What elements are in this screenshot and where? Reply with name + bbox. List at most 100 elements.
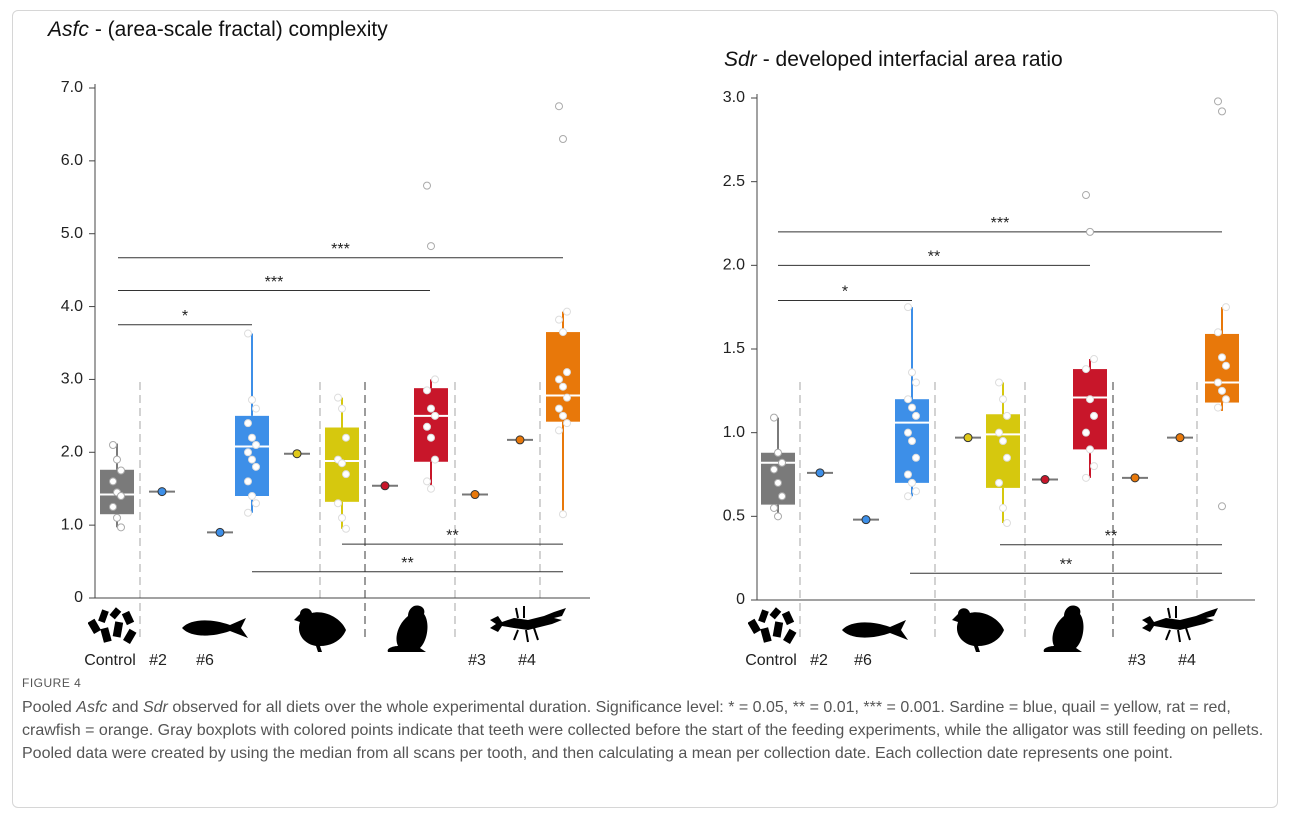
x-label: #6 (196, 652, 214, 669)
data-point (343, 525, 350, 532)
data-point (913, 488, 920, 495)
data-point (1087, 446, 1094, 453)
data-point (253, 405, 260, 412)
y-tick-label: 7.0 (61, 79, 83, 96)
mean-point (516, 436, 524, 444)
data-point (905, 493, 912, 500)
title-symbol: Sdr (724, 48, 758, 71)
data-point (1091, 412, 1098, 419)
icon-sardine (842, 620, 908, 640)
x-label: Control (84, 652, 136, 669)
icon-crawfish (1142, 606, 1218, 642)
data-point (996, 479, 1003, 486)
data-point (110, 478, 117, 485)
data-point (1215, 404, 1222, 411)
data-point (905, 471, 912, 478)
data-point (1000, 438, 1007, 445)
significance-label: *** (331, 241, 350, 258)
box (986, 414, 1020, 488)
data-point (1000, 504, 1007, 511)
x-label: #4 (518, 652, 536, 669)
figure: Asfc - (area-scale fractal) complexity Sd… (0, 0, 1290, 672)
y-tick-label: 2.0 (723, 257, 745, 274)
data-point (1215, 379, 1222, 386)
mean-point (1176, 434, 1184, 442)
mean-point (816, 469, 824, 477)
mean-point (1131, 474, 1139, 482)
data-point (1091, 463, 1098, 470)
mean-point (862, 516, 870, 524)
data-point (428, 405, 435, 412)
x-label: #2 (149, 652, 167, 669)
data-point (1215, 329, 1222, 336)
significance-label: * (182, 308, 188, 325)
data-point (564, 394, 571, 401)
data-point (1219, 503, 1226, 510)
caption-part: and (107, 699, 143, 716)
data-point (560, 136, 567, 143)
data-point (245, 330, 252, 337)
mean-point (158, 488, 166, 496)
data-point (428, 243, 435, 250)
y-tick-label: 6.0 (61, 152, 83, 169)
data-point (245, 420, 252, 427)
data-point (1223, 362, 1230, 369)
title-text: - (area-scale fractal) complexity (95, 18, 388, 41)
y-tick-label: 3.0 (61, 371, 83, 388)
significance-label: ** (446, 527, 458, 544)
data-point (335, 500, 342, 507)
icon-crawfish (490, 606, 566, 642)
data-point (335, 394, 342, 401)
significance-label: ** (928, 249, 940, 266)
data-point (114, 514, 121, 521)
title-text: - developed interfacial area ratio (763, 48, 1063, 71)
data-point (118, 493, 125, 500)
data-point (432, 376, 439, 383)
data-point (556, 405, 563, 412)
data-point (424, 478, 431, 485)
data-point (1087, 228, 1094, 235)
data-point (1087, 396, 1094, 403)
data-point (1219, 387, 1226, 394)
data-point (1219, 354, 1226, 361)
data-point (913, 454, 920, 461)
data-point (775, 479, 782, 486)
y-tick-label: 3.0 (723, 89, 745, 106)
data-point (771, 414, 778, 421)
box (1073, 369, 1107, 449)
y-tick-label: 0 (74, 589, 83, 606)
mean-point (216, 528, 224, 536)
data-point (1219, 108, 1226, 115)
data-point (913, 412, 920, 419)
data-point (905, 429, 912, 436)
data-point (1223, 304, 1230, 311)
data-point (249, 493, 256, 500)
title-symbol: Asfc (46, 18, 89, 41)
y-tick-label: 2.0 (61, 444, 83, 461)
data-point (560, 329, 567, 336)
significance-label: ** (1105, 528, 1117, 545)
data-point (339, 514, 346, 521)
x-label: #3 (1128, 652, 1146, 669)
y-tick-label: 0.5 (723, 508, 745, 525)
icon-quail (294, 608, 346, 652)
data-point (110, 503, 117, 510)
data-point (1004, 520, 1011, 527)
y-tick-label: 0 (736, 591, 745, 608)
x-label: #4 (1178, 652, 1196, 669)
box (761, 453, 795, 505)
chart-title: Asfc - (area-scale fractal) complexity (46, 18, 388, 41)
data-point (996, 379, 1003, 386)
icon-pellets (748, 607, 797, 644)
significance-label: * (842, 284, 848, 301)
y-tick-label: 1.5 (723, 340, 745, 357)
data-point (556, 316, 563, 323)
data-point (432, 412, 439, 419)
data-point (905, 304, 912, 311)
data-point (424, 387, 431, 394)
x-label: #3 (468, 652, 486, 669)
x-label: #6 (854, 652, 872, 669)
significance-label: *** (991, 215, 1010, 232)
data-point (249, 456, 256, 463)
y-tick-label: 4.0 (61, 298, 83, 315)
